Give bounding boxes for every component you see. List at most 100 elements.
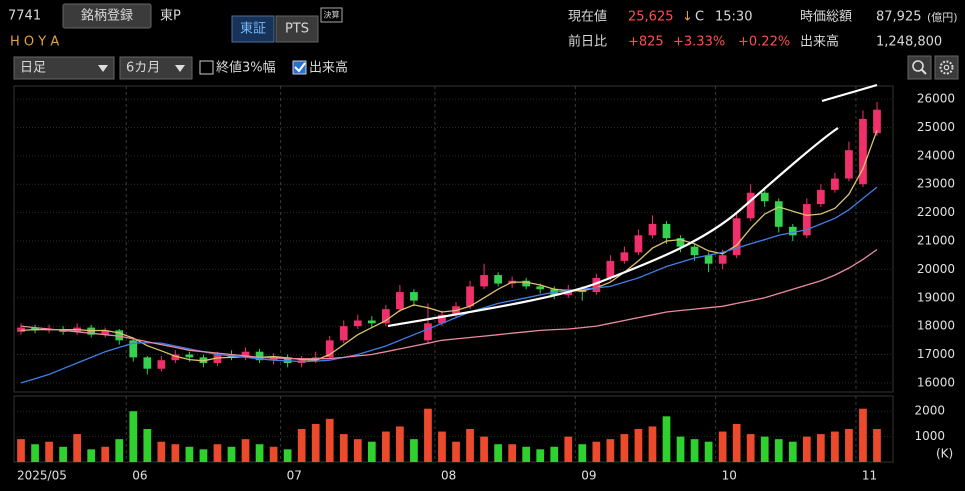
moving-average bbox=[20, 186, 878, 384]
y-tick-label: 16000 bbox=[917, 375, 955, 389]
price: 25,625 bbox=[628, 10, 674, 25]
candle-body bbox=[704, 255, 713, 264]
volume-bar bbox=[873, 429, 881, 462]
volume-bar bbox=[676, 436, 685, 462]
candle-body bbox=[774, 201, 783, 227]
candle-body bbox=[690, 246, 699, 256]
tab-label: 東証 bbox=[240, 21, 266, 37]
volume-bar bbox=[185, 446, 194, 462]
select-arrow bbox=[175, 65, 185, 72]
volume-bar bbox=[634, 429, 643, 462]
y-tick-label: 24000 bbox=[917, 148, 955, 162]
candle-body bbox=[816, 189, 825, 205]
select-arrow bbox=[98, 65, 108, 72]
close-band-checkbox[interactable]: 終値3%幅 bbox=[199, 60, 276, 76]
candle-body bbox=[410, 292, 418, 301]
candle-body bbox=[438, 314, 446, 324]
change: +825 bbox=[628, 35, 664, 50]
period-select[interactable]: 日足 bbox=[13, 56, 115, 80]
volume-bar bbox=[508, 444, 517, 462]
register-button[interactable]: 銘柄登録 bbox=[62, 3, 152, 29]
candle-body bbox=[831, 178, 839, 190]
stock-code: 7741 bbox=[8, 9, 41, 24]
volume-bar bbox=[171, 444, 180, 462]
candle-body bbox=[367, 320, 376, 324]
candle-body bbox=[592, 277, 601, 293]
market-cap-label: 時価総額 bbox=[800, 10, 852, 25]
candle-body bbox=[213, 354, 222, 364]
volume-bar bbox=[859, 408, 867, 462]
checkmark bbox=[294, 62, 306, 73]
tab-label: PTS bbox=[285, 22, 309, 37]
icon-bg bbox=[934, 55, 959, 80]
volume-bar bbox=[760, 436, 769, 462]
volume-checkbox[interactable]: 出来高 bbox=[292, 60, 348, 76]
volume-bar bbox=[283, 449, 292, 462]
candle-body bbox=[381, 309, 390, 324]
candle-body bbox=[255, 351, 264, 361]
price-arrow: ↓ bbox=[682, 10, 693, 25]
candle-body bbox=[873, 109, 881, 134]
volume-bar bbox=[87, 449, 96, 462]
market-cap-unit: (億円) bbox=[927, 11, 958, 24]
volume-bar bbox=[227, 446, 236, 462]
icon bbox=[939, 60, 954, 75]
volume-bar bbox=[143, 429, 152, 462]
settings-button[interactable] bbox=[934, 55, 959, 80]
candle-body bbox=[732, 218, 741, 256]
tab-bg bbox=[275, 15, 319, 43]
checkbox-label: 終値3%幅 bbox=[216, 60, 276, 76]
volume-bar bbox=[269, 446, 278, 462]
checkbox bbox=[292, 60, 307, 75]
volume-bar bbox=[339, 434, 348, 462]
volume-bar bbox=[662, 416, 671, 462]
candle-body bbox=[339, 326, 348, 341]
volume-bar bbox=[606, 439, 615, 462]
market-cap: 87,925 bbox=[876, 10, 922, 25]
candle-body bbox=[396, 292, 404, 310]
y-tick-label: 20000 bbox=[917, 262, 955, 276]
candle-body bbox=[143, 357, 152, 369]
icon-bg bbox=[907, 55, 932, 80]
volume-bar bbox=[31, 444, 39, 462]
volume-bar bbox=[241, 439, 250, 462]
select-bg bbox=[119, 56, 193, 80]
volume-bar bbox=[353, 439, 362, 462]
exchange-tab[interactable]: 東証 bbox=[231, 15, 275, 43]
candle-body bbox=[606, 260, 615, 278]
volume-bar bbox=[367, 441, 376, 462]
candle-body bbox=[466, 286, 474, 307]
icon bbox=[943, 64, 950, 71]
earnings-badge: 決算 bbox=[324, 10, 340, 20]
volume-bar bbox=[718, 431, 727, 462]
x-tick-label: 07 bbox=[287, 469, 302, 483]
candle-body bbox=[634, 235, 643, 253]
price-flag: C bbox=[695, 10, 704, 25]
candle-body bbox=[115, 330, 124, 341]
volume-bar bbox=[157, 441, 166, 462]
x-tick-label: 09 bbox=[581, 469, 596, 483]
candle-body bbox=[676, 238, 685, 247]
volume-bar bbox=[564, 436, 573, 462]
checkbox-label: 出来高 bbox=[309, 60, 348, 76]
candle-body bbox=[185, 354, 194, 358]
zoom-button[interactable] bbox=[907, 55, 932, 80]
button-label: 銘柄登録 bbox=[81, 8, 133, 24]
exchange-tab[interactable]: PTS bbox=[275, 15, 319, 43]
volume-bar bbox=[381, 431, 390, 462]
candle-body bbox=[788, 226, 797, 236]
candle-body bbox=[760, 192, 769, 202]
volume-bar bbox=[311, 423, 320, 462]
y-tick-label: 1000 bbox=[914, 429, 945, 443]
candle-body bbox=[494, 275, 502, 284]
y-tick-label: 26000 bbox=[917, 92, 955, 106]
range-select[interactable]: 6カ月 bbox=[119, 56, 193, 80]
price-time: 15:30 bbox=[715, 10, 752, 25]
volume-bar bbox=[578, 444, 587, 462]
badge-frame bbox=[320, 7, 343, 23]
volume-bar bbox=[17, 439, 25, 462]
x-tick-label: 10 bbox=[722, 469, 737, 483]
volume-bar bbox=[213, 444, 222, 462]
volume-bar bbox=[802, 436, 811, 462]
volume-bar bbox=[396, 426, 404, 462]
